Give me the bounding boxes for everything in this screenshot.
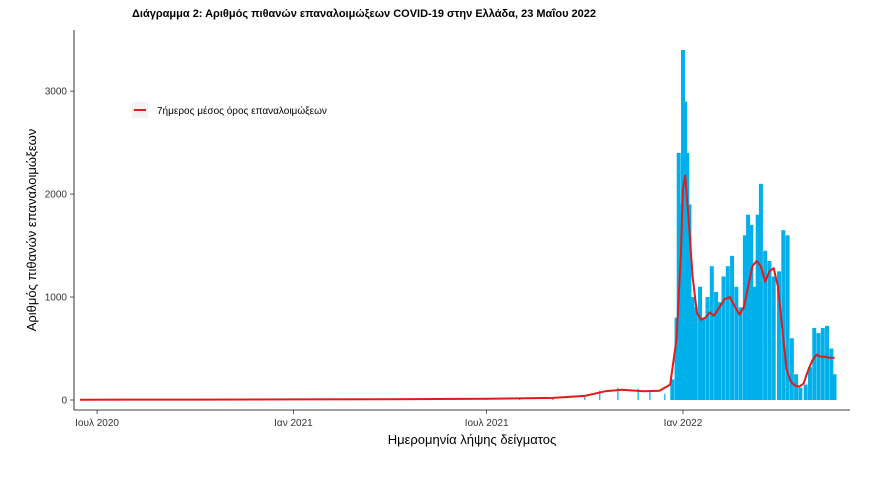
bar bbox=[794, 374, 799, 400]
bar bbox=[717, 302, 722, 400]
bar bbox=[758, 183, 763, 400]
bar bbox=[693, 307, 698, 400]
bar bbox=[763, 250, 768, 400]
bar bbox=[670, 379, 675, 400]
bar bbox=[746, 214, 751, 400]
bar bbox=[690, 297, 695, 400]
bar bbox=[785, 235, 790, 400]
bar bbox=[752, 286, 757, 400]
bar bbox=[687, 204, 692, 400]
bar bbox=[701, 317, 706, 400]
bar bbox=[807, 367, 812, 400]
line-series bbox=[79, 174, 835, 401]
x-axis-title: Ημερομηνία λήψης δείγματος bbox=[388, 432, 557, 447]
y-tick-label: 3000 bbox=[45, 87, 68, 98]
bar bbox=[798, 387, 803, 400]
bar bbox=[678, 204, 683, 400]
bar bbox=[829, 348, 834, 400]
bar bbox=[730, 255, 735, 400]
x-axis: Ιουλ 2020 Ιαν 2021 Ιουλ 2021 Ιαν 2022 bbox=[74, 409, 850, 429]
bar bbox=[803, 384, 808, 400]
bar bbox=[649, 391, 651, 400]
bar bbox=[705, 297, 710, 400]
y-axis: 0 1000 2000 3000 bbox=[45, 30, 75, 410]
bar bbox=[685, 152, 690, 400]
bar bbox=[749, 225, 754, 400]
bar bbox=[584, 395, 586, 400]
bar bbox=[742, 235, 747, 400]
bar bbox=[725, 266, 730, 400]
x-tick-label: Ιαν 2021 bbox=[274, 418, 313, 429]
bar bbox=[709, 266, 714, 400]
bar bbox=[599, 390, 601, 400]
bar bbox=[767, 261, 772, 400]
x-tick-label: Ιαν 2022 bbox=[664, 418, 703, 429]
y-tick-label: 1000 bbox=[45, 293, 68, 304]
y-axis-title: Αριθμός πιθανών επαναλοιμώξεων bbox=[24, 129, 39, 332]
bar bbox=[755, 214, 760, 400]
bar bbox=[820, 327, 825, 400]
bar bbox=[714, 291, 719, 400]
bar bbox=[683, 101, 688, 401]
chart-title: Διάγραμμα 2: Αριθμός πιθανών επαναλοιμώξ… bbox=[132, 8, 596, 20]
x-tick-label: Ιουλ 2021 bbox=[465, 418, 509, 429]
bar bbox=[637, 388, 639, 400]
bar bbox=[674, 317, 679, 400]
bar bbox=[777, 271, 782, 400]
bar bbox=[816, 333, 821, 400]
bar bbox=[664, 393, 666, 400]
bar bbox=[825, 325, 830, 400]
y-tick-label: 2000 bbox=[45, 190, 68, 201]
bar bbox=[738, 307, 743, 400]
bar bbox=[771, 276, 776, 400]
bar bbox=[698, 286, 703, 400]
bar bbox=[781, 230, 786, 400]
y-tick-label: 0 bbox=[61, 396, 67, 407]
bar bbox=[812, 327, 817, 400]
bar bbox=[734, 286, 739, 400]
series-line bbox=[79, 174, 835, 401]
bar bbox=[789, 338, 794, 400]
bar bbox=[617, 387, 619, 400]
bar bbox=[721, 276, 726, 400]
x-tick-label: Ιουλ 2020 bbox=[75, 418, 119, 429]
bar bbox=[676, 152, 681, 400]
bar bbox=[680, 50, 685, 400]
legend: 7ήμερος μέσος όρος επαναλοιμώξεων bbox=[132, 102, 327, 118]
legend-label: 7ήμερος μέσος όρος επαναλοιμώξεων bbox=[157, 105, 327, 117]
bar-series bbox=[96, 50, 837, 401]
bar bbox=[832, 374, 837, 400]
